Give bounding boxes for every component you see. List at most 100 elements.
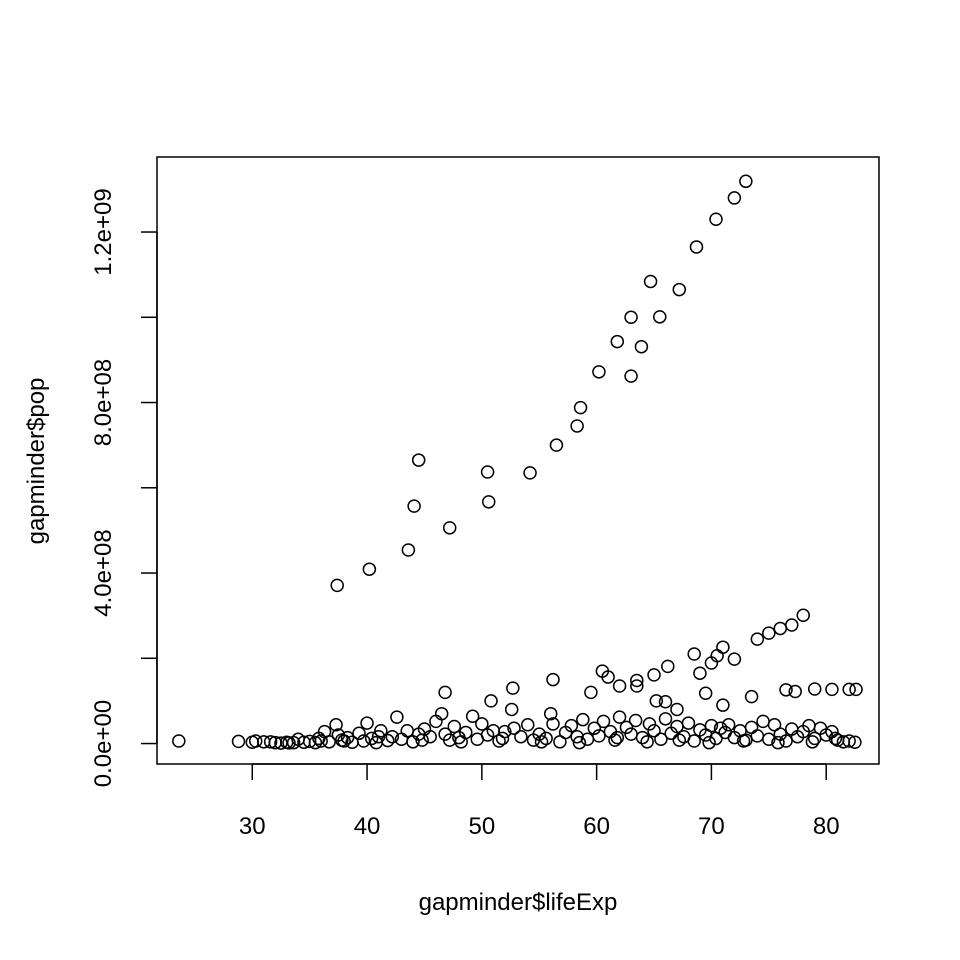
data-point [628,713,643,728]
data-point [514,729,528,744]
data-point [624,310,638,325]
data-point [842,682,856,697]
data-point [779,734,793,748]
x-tick-label: 50 [468,813,495,840]
data-point [630,679,644,693]
data-point [848,735,862,750]
data-point [390,710,404,724]
data-point [661,659,675,674]
data-point [785,618,799,632]
data-point [773,621,788,636]
data-point [447,719,462,734]
data-point [364,731,379,746]
data-point [842,734,856,748]
data-point [248,734,263,748]
data-point [721,718,736,732]
data-point [624,369,638,383]
data-point [736,734,751,748]
data-point [750,632,765,646]
data-point [592,365,606,379]
data-point [698,686,713,700]
data-point [340,730,355,745]
data-point [727,652,742,666]
data-point [612,679,627,693]
x-axis: 30 40 50 60 70 80 [239,763,840,840]
data-point [438,685,452,700]
data-point [595,664,610,678]
data-point [523,466,537,480]
data-point [543,706,558,721]
data-point [415,733,429,747]
y-tick-label: 4.0e+08 [90,529,117,616]
data-point [647,668,661,682]
data-point [750,729,765,743]
data-point [330,578,344,593]
data-point [573,400,588,415]
data-point [454,735,468,749]
data-point [681,716,696,730]
y-axis: 0.0e+00 4.0e+08 8.0e+08 1.2e+09 [90,188,158,787]
data-point [807,682,822,696]
y-tick-label: 1.2e+09 [90,188,117,275]
data-point [744,720,759,735]
data-point [587,721,602,735]
data-point [400,724,414,738]
data-point [744,689,759,704]
data-point [634,339,649,354]
data-point [401,543,416,557]
data-point [610,730,625,745]
data-point [434,706,449,721]
data-point [779,683,793,697]
data-point [640,735,654,749]
data-point [596,714,611,729]
data-point [612,710,627,724]
data-point [546,717,560,731]
data-point [352,726,366,741]
data-point [475,717,489,731]
data-point [689,240,704,254]
data-point [716,698,730,712]
x-tick-label: 40 [354,813,381,840]
data-point [756,714,770,729]
data-point [796,608,810,622]
data-point [635,730,650,745]
data-point [374,724,388,738]
data-point [480,465,495,479]
data-point [805,735,820,749]
data-point [411,453,426,467]
data-point [693,666,707,680]
data-point [308,735,323,750]
data-point [534,735,549,749]
data-point [484,694,498,708]
data-point [282,736,296,750]
data-points [172,174,863,750]
data-point [329,718,343,732]
data-point [762,626,776,640]
data-point [672,282,687,297]
data-point [465,709,480,724]
data-point [521,718,535,732]
data-point [672,733,687,747]
data-point [702,735,716,750]
data-point [608,733,622,747]
data-point [687,647,701,661]
data-point [828,731,843,746]
data-point [570,419,584,433]
data-point [423,729,437,744]
data-point [570,729,584,744]
data-point [610,334,625,349]
data-point [498,724,512,739]
data-point [849,682,863,697]
data-point [825,682,839,697]
data-point [546,672,560,687]
data-point [584,685,598,700]
y-axis-label: gapminder$pop [23,378,50,545]
data-point [647,724,661,738]
y-tick-label: 8.0e+08 [90,359,117,446]
x-tick-label: 70 [698,813,725,840]
data-point [771,735,785,750]
data-point [257,735,271,749]
data-point [643,274,658,289]
data-point [619,720,634,735]
